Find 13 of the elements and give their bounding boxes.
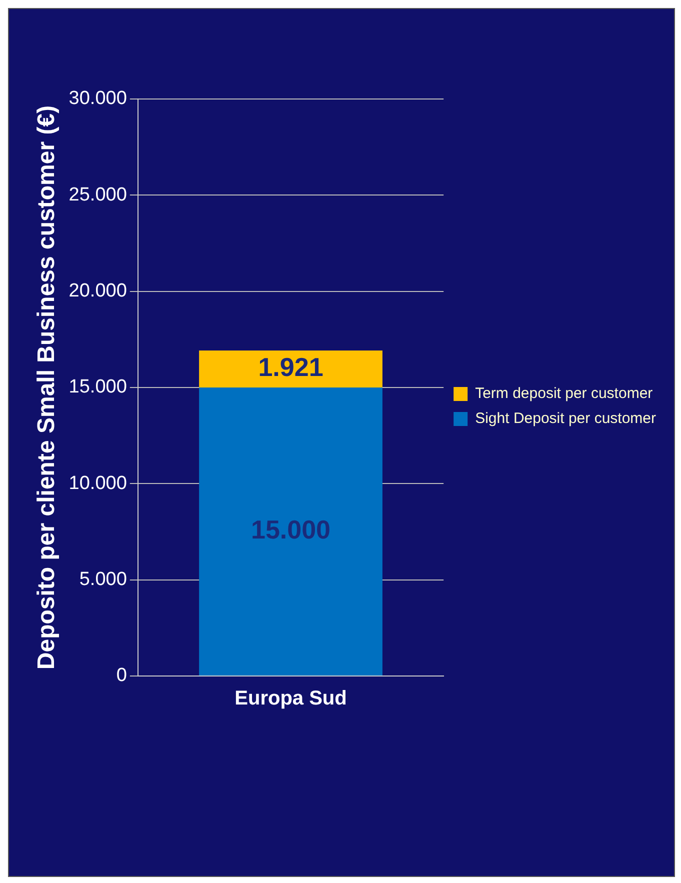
x-tick-label: Europa Sud <box>234 688 347 710</box>
y-tick-label: 25.000 <box>68 184 127 206</box>
y-tick-label: 5.000 <box>79 569 127 590</box>
data-label: 15.000 <box>250 514 331 545</box>
legend-label: Sight Deposit per customer <box>475 410 656 428</box>
legend-label: Term deposit per customer <box>475 385 653 402</box>
y-tick-label: 30.000 <box>68 88 127 110</box>
y-tick-label: 10.000 <box>68 472 127 494</box>
y-tick-label: 0 <box>116 665 127 686</box>
y-tick-label: 15.000 <box>68 376 127 398</box>
y-tick-label: 20.000 <box>68 280 127 302</box>
data-label: 1.921 <box>258 352 324 382</box>
y-axis-title: Deposito per cliente Small Business customer (€) <box>33 105 60 670</box>
